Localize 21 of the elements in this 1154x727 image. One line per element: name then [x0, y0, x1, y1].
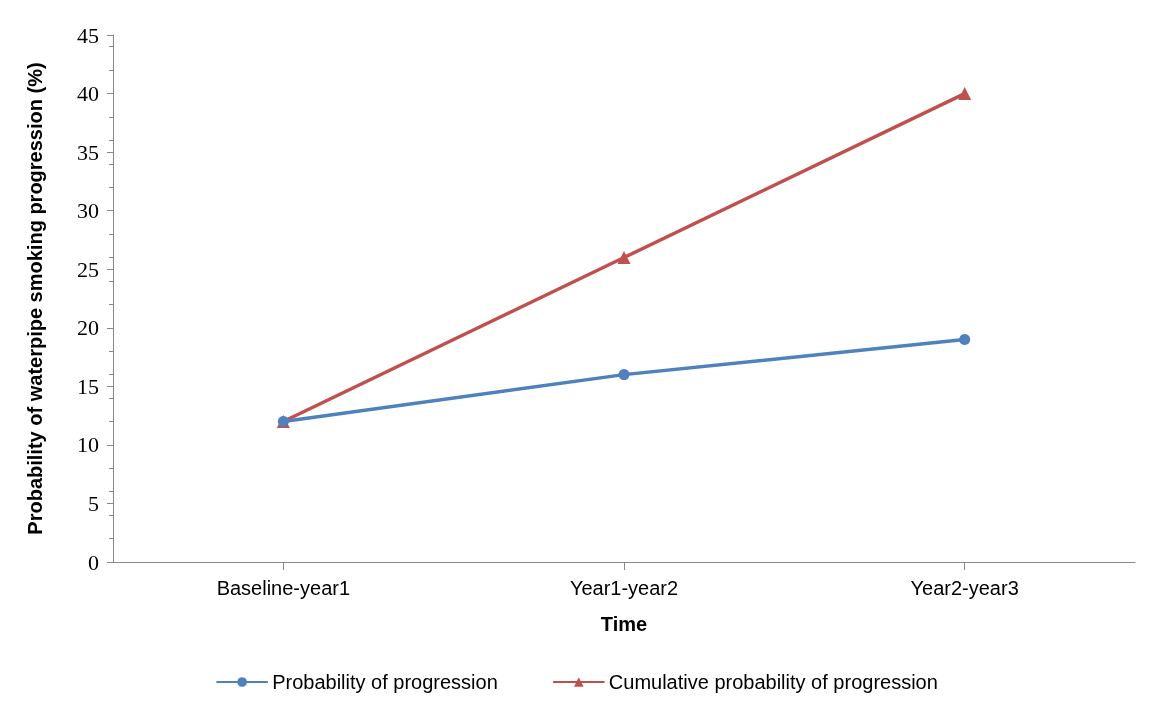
point: [958, 87, 972, 101]
point: [618, 369, 630, 381]
x-tick-label: Year1-year2: [569, 577, 679, 599]
x-axis-title: Time: [600, 613, 648, 635]
y-tick-label: 10: [77, 432, 99, 458]
x-tick-label: Year2-year3: [910, 577, 1019, 599]
y-tick-label: 35: [77, 139, 99, 165]
y-tick-label: 5: [88, 490, 99, 516]
point: [617, 251, 631, 265]
y-tick-label: 30: [77, 198, 99, 224]
legend-label: Probability of progression: [272, 671, 498, 693]
x-tick-label: Baseline-year1: [216, 577, 351, 599]
y-axis-title: Probability of waterpipe smoking progression (%): [24, 62, 46, 535]
y-tick-label: 0: [88, 549, 99, 575]
point: [959, 333, 971, 345]
y-tick-label: 40: [77, 81, 99, 107]
y-tick-label: 15: [77, 373, 99, 399]
y-tick-label: 25: [77, 256, 99, 282]
legend-label: Cumulative probability of progression: [608, 671, 938, 693]
y-tick-label: 20: [77, 315, 99, 341]
y-tick-label: 45: [77, 22, 99, 48]
